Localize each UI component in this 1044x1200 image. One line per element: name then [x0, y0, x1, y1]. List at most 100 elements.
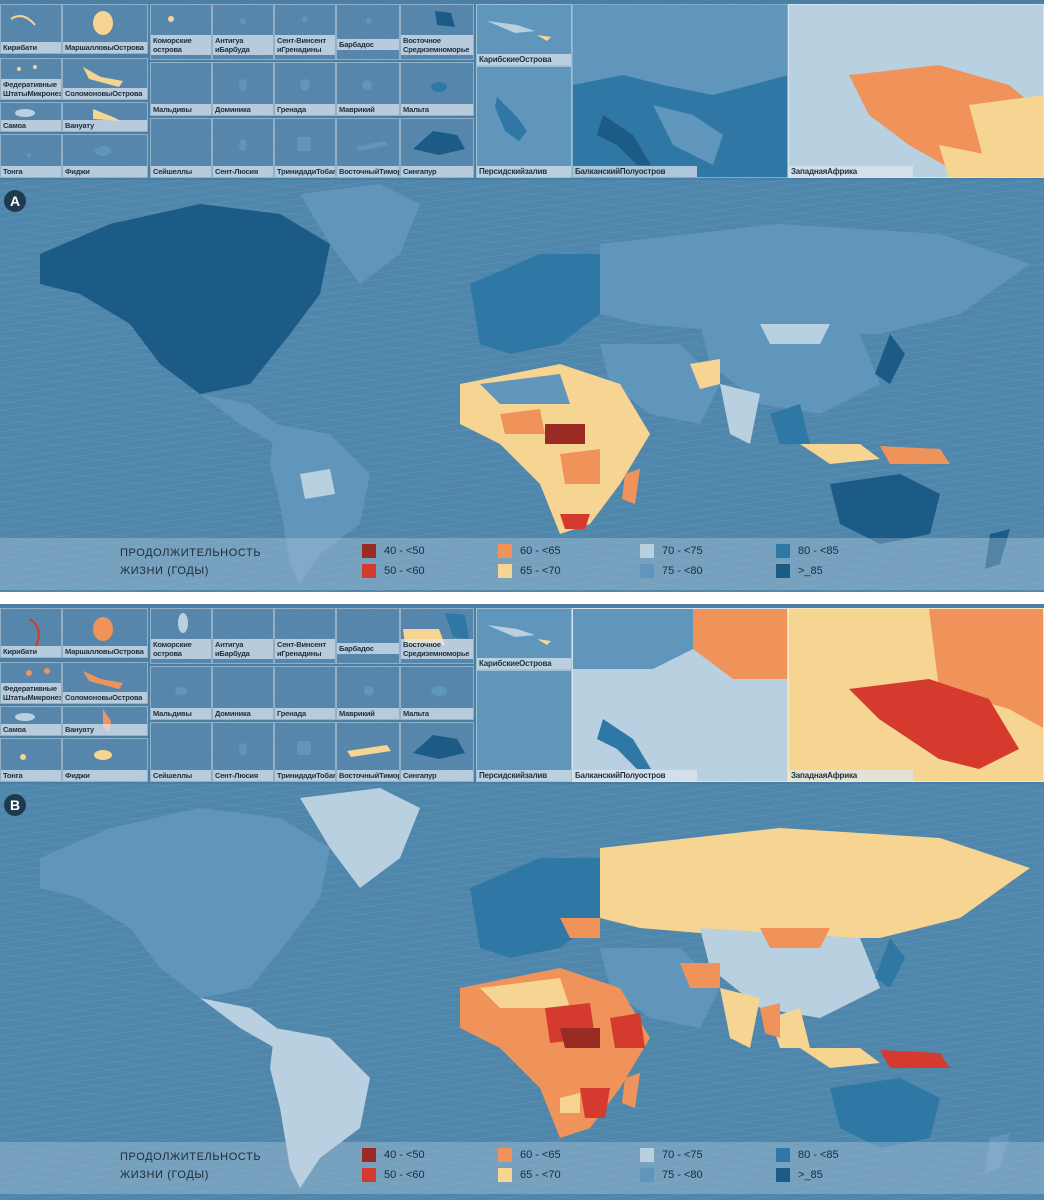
inset-label: Коморские острова — [151, 35, 211, 55]
inset-label: Кирибати — [1, 646, 61, 657]
inset-balkans: БалканскийПолуостров — [572, 608, 788, 782]
inset-label: ТринидадиТобаго — [275, 166, 336, 177]
region-north-africa — [480, 978, 570, 1008]
fiji-shape — [95, 146, 111, 156]
inset-antigua: Антигуа иБарбуда — [212, 4, 274, 60]
legend-swatch — [776, 1168, 790, 1182]
region-afghanistan — [680, 963, 720, 988]
westafrica-shape — [789, 609, 1043, 769]
inset-stvincent: Сент-Винсент иГренадины — [274, 608, 336, 664]
tonga-shape — [20, 754, 26, 760]
stlucia-shape — [239, 743, 247, 755]
legend-swatch — [498, 564, 512, 578]
inset-label: Маврикий — [337, 708, 399, 719]
region-greenland — [300, 788, 420, 888]
inset-grenada: Гренада — [274, 62, 336, 116]
inset-label: Антигуа иБарбуда — [213, 639, 273, 659]
inset-solomon: СоломоновыОстрова — [62, 662, 148, 704]
inset-dominica: Доминика — [212, 62, 274, 116]
region-west-africa — [500, 409, 545, 434]
persian-shape — [495, 701, 527, 745]
inset-mauritius: Маврикий — [336, 666, 400, 720]
region-south-america — [270, 424, 370, 584]
samoa-shape — [15, 713, 35, 721]
inset-persian: Персидскийзалив — [476, 66, 572, 178]
inset-caribbean: КарибскиеОстрова — [476, 608, 572, 670]
inset-caribbean: КарибскиеОстрова — [476, 4, 572, 66]
legend-label: 75 - <80 — [662, 1169, 703, 1181]
inset-samoa: Самоа — [0, 102, 62, 132]
region-india — [720, 988, 760, 1048]
inset-samoa: Самоа — [0, 706, 62, 736]
inset-balkans: БалканскийПолуостров — [572, 4, 788, 178]
inset-label: МаршалловыОстрова — [63, 646, 147, 657]
mauritius-shape — [362, 80, 372, 90]
inset-persian: Персидскийзалив — [476, 670, 572, 782]
region-north-america — [40, 808, 330, 998]
region-madagascar — [622, 469, 640, 504]
inset-label: Коморские острова — [151, 639, 211, 659]
inset-label: Барбадос — [337, 39, 399, 50]
inset-label: Тонга — [1, 166, 61, 177]
region-russia — [600, 828, 1030, 938]
tonga-shape — [27, 153, 31, 157]
inset-label: Мальта — [401, 708, 473, 719]
map-panel-b: Кирибати МаршалловыОстрова Федеративные … — [0, 604, 1044, 1200]
region-ukraine — [560, 918, 600, 938]
inset-label: Сент-Люсия — [213, 770, 273, 781]
region-india — [720, 384, 760, 444]
legend-title: ПРОДОЛЖИТЕЛЬНОСТЬ ЖИЗНИ (ГОДЫ) — [120, 1151, 262, 1181]
inset-label: Мальта — [401, 104, 473, 115]
inset-label: Барбадос — [337, 643, 399, 654]
inset-micronesia: Федеративные ШтатыМикронезии — [0, 662, 62, 704]
region-europe — [470, 858, 600, 958]
inset-label: Гренада — [275, 708, 335, 719]
inset-singapore: Сингапур — [400, 722, 474, 782]
antigua-shape — [240, 18, 246, 24]
legend-band-a — [0, 538, 1044, 590]
legend-label: >_85 — [798, 565, 823, 577]
panel-letter-a: A — [4, 190, 26, 212]
legend-swatch — [640, 564, 654, 578]
inset-label: СоломоновыОстрова — [63, 88, 147, 99]
map-panel-a: Кирибати МаршалловыОстрова Федеративные … — [0, 0, 1044, 592]
inset-label: Фиджи — [63, 770, 147, 781]
persian-shape — [495, 97, 527, 141]
inset-stvincent: Сент-Винсент иГренадины — [274, 4, 336, 60]
inset-malta: Мальта — [400, 62, 474, 116]
trinidad-shape — [297, 741, 311, 755]
region-botswana — [560, 1093, 580, 1113]
inset-label: Мальдивы — [151, 708, 211, 719]
samoa-shape — [15, 109, 35, 117]
legend-swatch — [776, 544, 790, 558]
inset-mauritius: Маврикий — [336, 62, 400, 116]
inset-malta: Мальта — [400, 666, 474, 720]
region-australia — [830, 1078, 940, 1148]
inset-maldives: Мальдивы — [150, 666, 212, 720]
legend-swatch — [498, 1168, 512, 1182]
legend-label: 75 - <80 — [662, 565, 703, 577]
grenada-shape — [300, 79, 310, 91]
inset-label: БалканскийПолуостров — [573, 166, 697, 177]
region-southeast-asia — [770, 404, 810, 444]
region-japan — [875, 334, 905, 384]
inset-westafrica: ЗападнаяАфрика — [788, 608, 1044, 782]
region-central-america — [200, 394, 290, 444]
region-somalia — [610, 1013, 645, 1048]
caribbean-shape — [487, 21, 551, 41]
inset-label: Доминика — [213, 104, 273, 115]
inset-easttimor: ВосточныйТимор — [336, 722, 400, 782]
inset-label: Сейшеллы — [151, 166, 211, 177]
legend-label: 60 - <65 — [520, 1149, 561, 1161]
region-japan — [875, 938, 905, 988]
legend-swatch — [776, 1148, 790, 1162]
inset-label: МаршалловыОстрова — [63, 42, 147, 53]
inset-eastmed: Восточное Средиземноморье — [400, 4, 474, 60]
stvincent-shape — [302, 16, 308, 22]
inset-grenada: Гренада — [274, 666, 336, 720]
region-car — [545, 424, 585, 444]
legend-label: 65 - <70 — [520, 565, 561, 577]
inset-label: Сингапур — [401, 770, 473, 781]
inset-strip-a: Кирибати МаршалловыОстрова Федеративные … — [0, 0, 1044, 180]
legend-label: 50 - <60 — [384, 1169, 425, 1181]
